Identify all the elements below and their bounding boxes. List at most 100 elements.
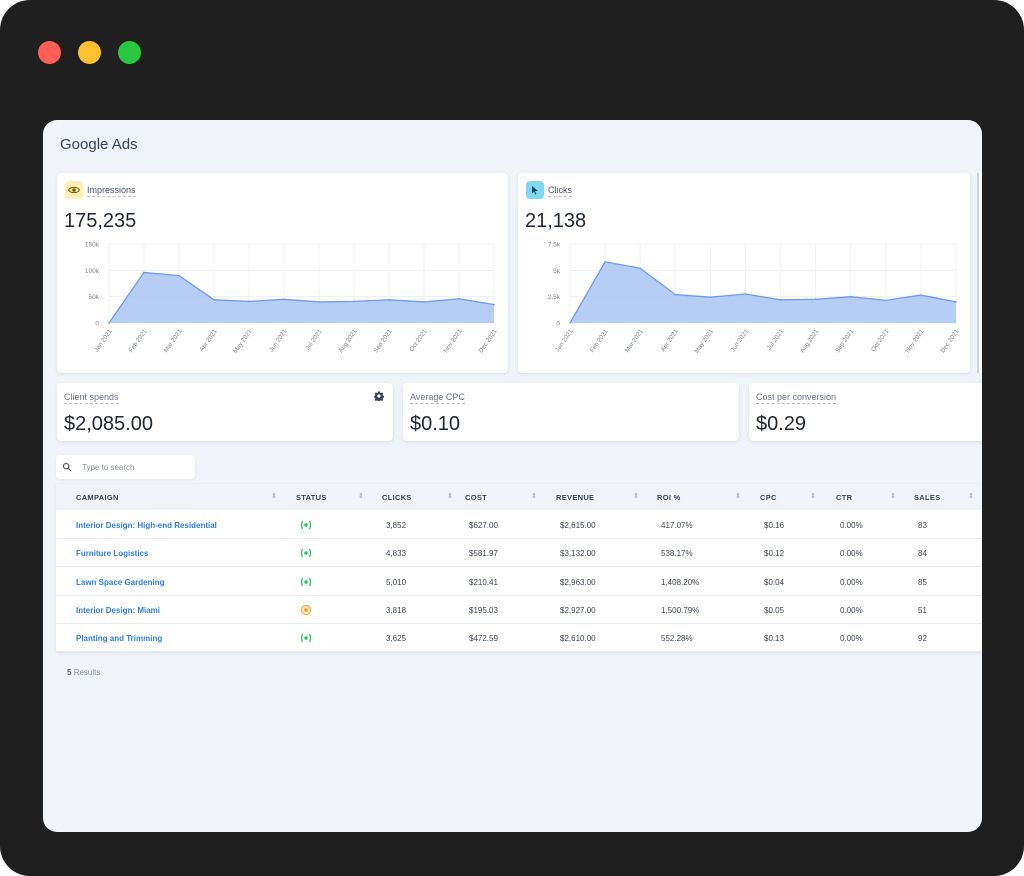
status-paused-icon[interactable]: [300, 604, 312, 616]
clicks-data-point: [639, 267, 641, 270]
clicks-data-point: [849, 295, 852, 298]
cell-revenue: $2,610.00: [560, 634, 596, 644]
gear-icon[interactable]: [374, 391, 384, 401]
cell-cpc: $0.04: [764, 577, 785, 587]
results-label: Results: [73, 668, 101, 677]
table-header: CAMPAIGN ⇕ STATUS ⇕ CLICKS ⇕ COST ⇕ REVE…: [56, 484, 982, 510]
impressions-value: 175,235: [64, 210, 137, 232]
cell-campaign[interactable]: Interior Design: Miami: [76, 605, 161, 615]
cell-cost: $581.97: [469, 549, 498, 559]
table-row[interactable]: Lawn Space Gardening 5,010 $210.41 $2,963.0…: [56, 568, 982, 596]
sort-icon[interactable]: ⇕: [271, 493, 277, 500]
header-cpc[interactable]: CPC: [760, 493, 777, 502]
cell-campaign[interactable]: Planting and Trimming: [76, 634, 163, 644]
clicks-data-point: [569, 322, 571, 324]
sort-icon[interactable]: ⇕: [633, 493, 639, 500]
close-window-button[interactable]: [38, 41, 61, 64]
cell-campaign[interactable]: Furniture Logistics: [76, 549, 149, 559]
minimize-window-button[interactable]: [78, 41, 101, 64]
table-row[interactable]: Interior Design: High-end Residential 3,8…: [56, 511, 982, 539]
cell-roi: 1,500.79%: [661, 605, 700, 615]
table-row[interactable]: Planting and Trimming 3,625 $472.59 $2,610.…: [56, 624, 982, 653]
clicks-x-tick-label: Nov 2021: [904, 328, 925, 355]
header-sales[interactable]: SALES: [914, 493, 941, 502]
impressions-x-tick-label: May 2021: [232, 328, 254, 355]
impressions-data-point: [108, 322, 110, 324]
cell-campaign[interactable]: Lawn Space Gardening: [76, 577, 165, 587]
header-clicks[interactable]: CLICKS: [382, 493, 412, 502]
cell-ctr: 0.00%: [840, 634, 863, 644]
impressions-data-point: [493, 303, 495, 306]
clicks-data-point: [920, 294, 922, 296]
sort-icon[interactable]: ⇕: [735, 493, 741, 500]
table-row[interactable]: Interior Design: Miami 3,818 $195.03 $2,927…: [56, 596, 982, 624]
header-status[interactable]: STATUS: [296, 493, 327, 502]
clicks-x-tick-label: May 2021: [693, 328, 715, 355]
cell-ctr: 0.00%: [840, 521, 863, 530]
clicks-x-tick-label: Dec 2021: [939, 328, 960, 355]
impressions-y-tick-label: 50k: [89, 294, 100, 301]
impressions-x-tick-label: Aug 2021: [337, 328, 358, 355]
maximize-window-button[interactable]: [118, 41, 141, 64]
cell-cpc: $0.05: [764, 605, 785, 615]
cell-revenue: $2,963.00: [560, 577, 596, 587]
impressions-x-tick-label: Nov 2021: [442, 328, 463, 355]
cell-cpc: $0.12: [764, 549, 785, 559]
clicks-x-tick-label: Apr 2021: [660, 328, 681, 353]
clicks-y-tick-label: 2.5k: [548, 294, 561, 301]
eye-icon: [65, 181, 83, 199]
impressions-y-tick-label: 0: [95, 321, 99, 328]
impressions-series-line: [108, 271, 495, 324]
cell-roi: 552.28%: [661, 634, 693, 644]
impressions-x-tick-label: Sep 2021: [372, 328, 393, 355]
clicks-label: Clicks: [548, 185, 572, 197]
search-icon: [62, 462, 72, 472]
impressions-x-tick-label: Mar 2021: [163, 328, 184, 354]
sort-icon[interactable]: ⇕: [447, 493, 453, 500]
sort-icon[interactable]: ⇕: [358, 493, 364, 500]
sort-icon[interactable]: ⇕: [890, 493, 896, 500]
header-ctr[interactable]: CTR: [836, 493, 853, 502]
impressions-x-tick-label: Dec 2021: [477, 328, 498, 355]
clicks-y-tick-label: 0: [556, 321, 560, 328]
cell-clicks: 5,010: [386, 577, 407, 587]
header-revenue[interactable]: REVENUE: [556, 493, 595, 502]
impressions-area: [109, 272, 494, 323]
cell-clicks: 4,833: [386, 549, 407, 559]
impressions-x-tick-label: Jul 2021: [304, 328, 324, 352]
clicks-x-tick-label: Jan 2021: [554, 328, 575, 354]
cell-campaign[interactable]: Interior Design: High-end Residential: [76, 521, 217, 530]
sort-icon[interactable]: ⇕: [810, 493, 816, 500]
clicks-data-point: [814, 298, 817, 301]
search-input[interactable]: [82, 459, 190, 475]
cursor-click-icon: [526, 181, 544, 199]
cell-revenue: $2,927.00: [560, 605, 596, 615]
clicks-series-line: [569, 261, 957, 324]
status-active-icon[interactable]: [300, 547, 312, 559]
cost-per-conversion-card: Cost per conversion $0.29: [749, 383, 982, 441]
header-roi[interactable]: ROI %: [657, 493, 681, 502]
status-active-icon[interactable]: [300, 519, 312, 531]
cell-sales: 84: [918, 549, 927, 559]
sort-icon[interactable]: ⇕: [531, 493, 537, 500]
cell-cpc: $0.13: [764, 634, 785, 644]
clicks-value: 21,138: [525, 210, 587, 232]
impressions-data-point: [318, 301, 320, 303]
status-active-icon[interactable]: [300, 632, 312, 644]
cell-ctr: 0.00%: [840, 577, 863, 587]
sort-icon[interactable]: ⇕: [968, 493, 974, 500]
table-row[interactable]: Furniture Logistics 4,833 $581.97 $3,132.00…: [56, 539, 982, 568]
header-campaign[interactable]: CAMPAIGN: [76, 493, 119, 502]
cell-roi: 538.17%: [661, 549, 693, 559]
client-spends-label: Client spends: [64, 392, 119, 404]
header-cost[interactable]: COST: [465, 493, 488, 502]
cell-ctr: 0.00%: [840, 549, 863, 559]
clicks-x-tick-label: Oct 2021: [870, 328, 891, 353]
clicks-data-point: [779, 299, 782, 301]
impressions-data-point: [423, 301, 425, 303]
clicks-x-tick-label: Aug 2021: [799, 328, 820, 355]
status-active-icon[interactable]: [300, 576, 312, 588]
cell-clicks: 3,818: [386, 605, 407, 615]
cell-cost: $210.41: [469, 577, 498, 587]
